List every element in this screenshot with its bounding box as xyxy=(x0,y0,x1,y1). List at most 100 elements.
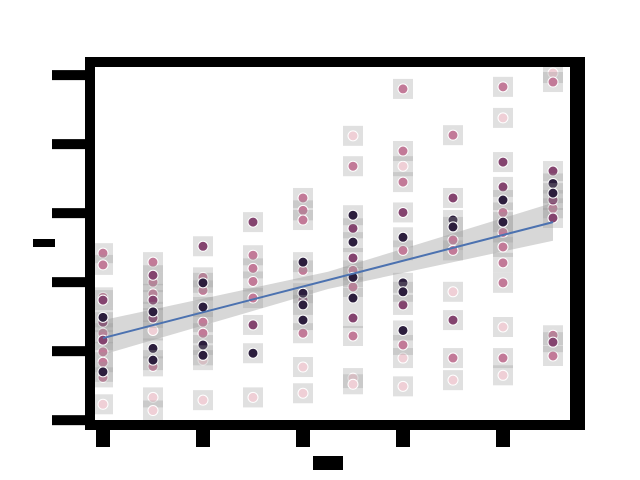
point xyxy=(297,287,309,299)
point xyxy=(497,181,509,193)
point xyxy=(547,187,559,199)
point xyxy=(97,294,109,306)
point xyxy=(497,81,509,93)
y-tick xyxy=(52,139,85,150)
point xyxy=(547,165,559,177)
confidence-band xyxy=(103,202,553,355)
point xyxy=(297,314,309,326)
point xyxy=(447,129,459,141)
point xyxy=(497,352,509,364)
point xyxy=(197,349,209,361)
point xyxy=(347,236,359,248)
point xyxy=(497,112,509,124)
point xyxy=(247,391,259,403)
point xyxy=(147,342,159,354)
point xyxy=(397,145,409,157)
x-tick xyxy=(296,425,310,447)
point xyxy=(147,294,159,306)
point xyxy=(147,354,159,366)
point xyxy=(197,394,209,406)
point xyxy=(447,374,459,386)
point xyxy=(297,361,309,373)
point xyxy=(547,350,559,362)
y-axis-label-blob xyxy=(33,239,55,247)
point xyxy=(347,252,359,264)
point xyxy=(497,156,509,168)
point xyxy=(497,241,509,253)
point xyxy=(347,130,359,142)
point xyxy=(347,378,359,390)
point xyxy=(397,352,409,364)
point xyxy=(497,194,509,206)
point xyxy=(197,277,209,289)
point xyxy=(397,380,409,392)
point xyxy=(147,391,159,403)
y-tick xyxy=(52,346,85,357)
point xyxy=(497,369,509,381)
point xyxy=(347,292,359,304)
point xyxy=(297,327,309,339)
point xyxy=(97,366,109,378)
point xyxy=(297,299,309,311)
point xyxy=(497,257,509,269)
x-axis-label-blob xyxy=(313,456,343,470)
point xyxy=(147,269,159,281)
point xyxy=(397,244,409,256)
point xyxy=(297,192,309,204)
point xyxy=(447,286,459,298)
point xyxy=(547,212,559,224)
point xyxy=(497,321,509,333)
point xyxy=(397,231,409,243)
point xyxy=(397,339,409,351)
point xyxy=(247,347,259,359)
point xyxy=(447,314,459,326)
point xyxy=(397,176,409,188)
point xyxy=(397,324,409,336)
point xyxy=(497,216,509,228)
point xyxy=(97,259,109,271)
point xyxy=(547,76,559,88)
point xyxy=(97,398,109,410)
point xyxy=(447,192,459,204)
point xyxy=(397,299,409,311)
point xyxy=(347,160,359,172)
point xyxy=(347,222,359,234)
point xyxy=(347,312,359,324)
point xyxy=(197,316,209,328)
point xyxy=(497,277,509,289)
point xyxy=(247,262,259,274)
point xyxy=(147,405,159,417)
point xyxy=(547,336,559,348)
point xyxy=(297,214,309,226)
y-tick xyxy=(52,208,85,219)
point xyxy=(247,275,259,287)
point xyxy=(347,330,359,342)
point xyxy=(347,209,359,221)
point xyxy=(147,256,159,268)
point xyxy=(197,240,209,252)
x-tick xyxy=(196,425,210,447)
y-tick xyxy=(52,277,85,288)
point xyxy=(247,216,259,228)
point xyxy=(397,286,409,298)
y-tick xyxy=(52,70,85,81)
point xyxy=(297,387,309,399)
point xyxy=(397,206,409,218)
point xyxy=(297,256,309,268)
point xyxy=(197,327,209,339)
point xyxy=(447,352,459,364)
point xyxy=(447,221,459,233)
x-tick xyxy=(96,425,110,447)
point xyxy=(397,160,409,172)
point xyxy=(97,247,109,259)
point xyxy=(97,311,109,323)
x-tick xyxy=(496,425,510,447)
x-tick xyxy=(396,425,410,447)
plot-frame-right xyxy=(575,57,585,430)
point xyxy=(247,319,259,331)
regression-line xyxy=(102,221,554,340)
point xyxy=(147,306,159,318)
point xyxy=(247,249,259,261)
point xyxy=(397,83,409,95)
